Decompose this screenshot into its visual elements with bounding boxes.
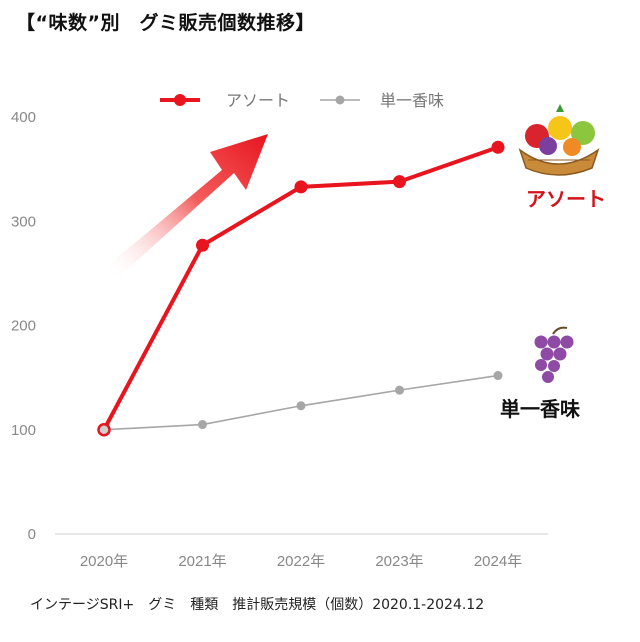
grapes-icon [534,326,574,383]
y-tick-label: 300 [11,213,36,230]
legend-dot-assorted [174,94,186,106]
annotation-assorted: アソート [526,187,606,211]
legend-label-assorted: アソート [226,91,290,110]
data-point-single [198,420,207,430]
fruit-basket-icon [518,104,600,176]
chart-title: 【“味数”別 グミ販売個数推移】 [16,12,315,34]
x-tick-label: 2024年 [474,553,522,570]
data-point-assorted [491,140,505,154]
data-point-assorted [97,423,111,437]
source-note: インテージSRI+ グミ 種類 推計販売規模（個数）2020.1-2024.12 [30,597,485,613]
y-tick-label: 0 [28,526,36,543]
data-point-single [296,401,306,411]
data-point-assorted [196,238,209,252]
data-point-single [395,385,404,395]
x-tick-label: 2020年 [80,553,128,570]
data-point-single [493,371,503,381]
legend-dot-single [335,95,345,105]
legend-label-single: 単一香味 [380,91,444,110]
annotation-single: 単一香味 [500,397,580,421]
y-tick-label: 200 [11,318,36,335]
y-tick-label: 400 [11,109,36,126]
up-arrow-icon [105,134,268,276]
data-point-assorted [393,175,406,189]
y-tick-label: 100 [11,422,36,439]
data-point-assorted [294,180,308,194]
x-tick-label: 2021年 [178,553,226,570]
x-tick-label: 2022年 [277,553,325,570]
legend: アソート 単一香味 [160,91,444,110]
x-tick-label: 2023年 [375,553,423,570]
